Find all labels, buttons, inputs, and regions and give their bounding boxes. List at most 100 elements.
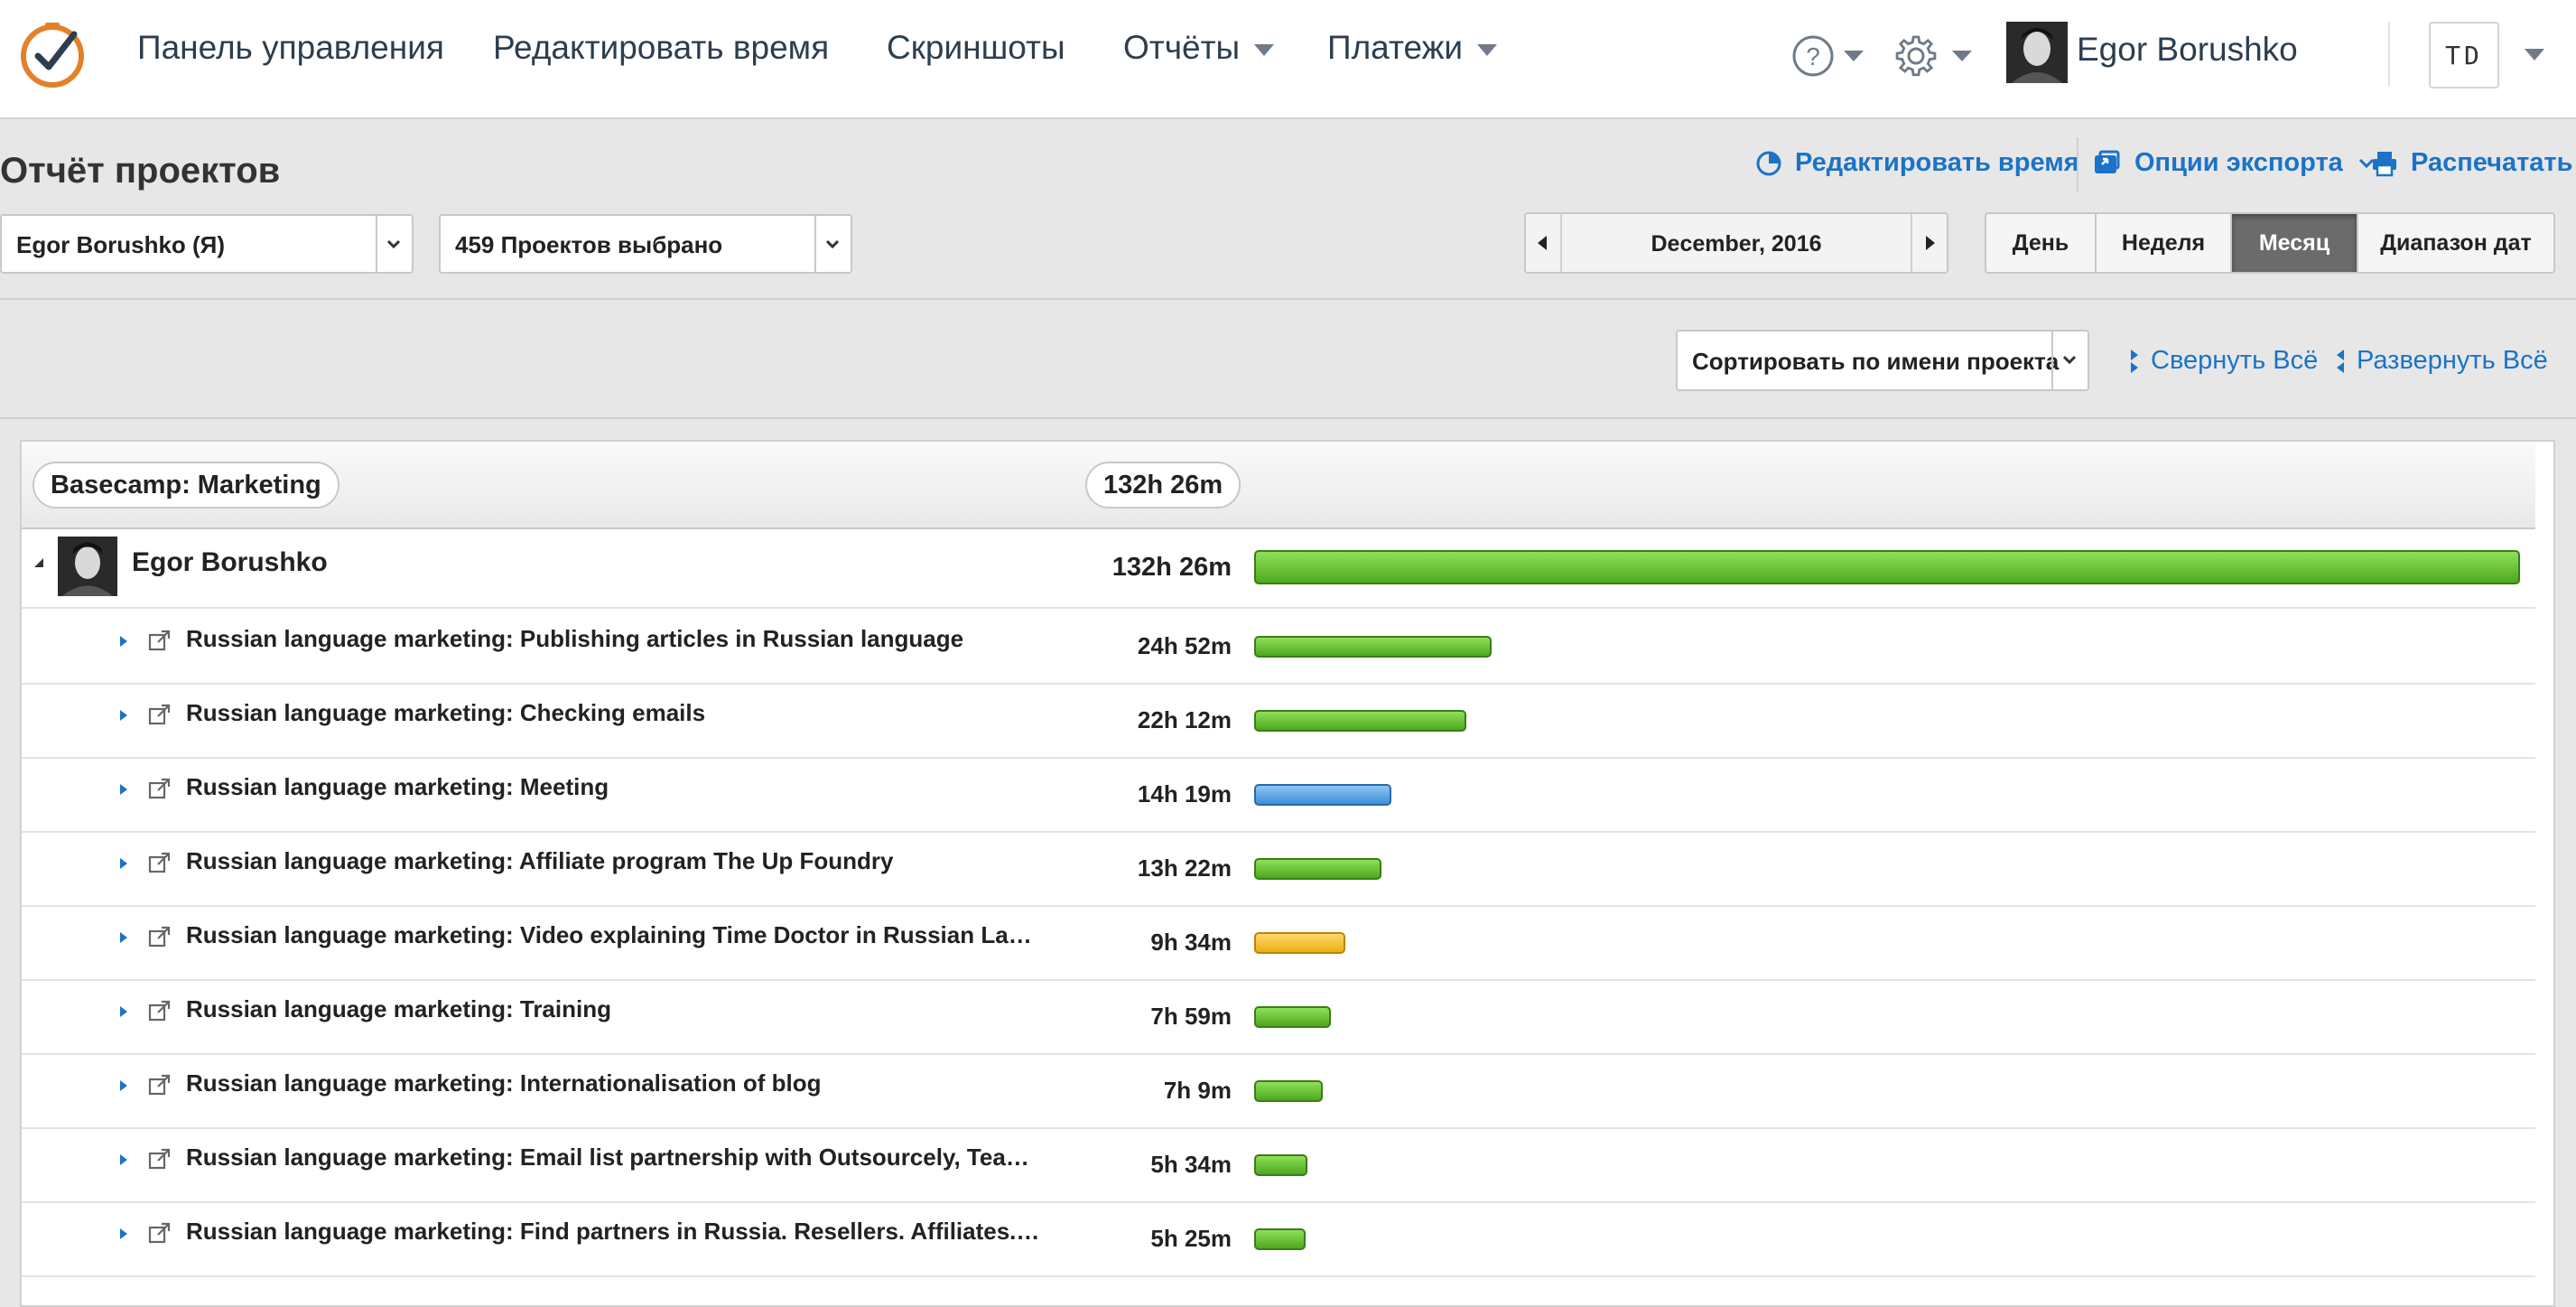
edit-time-link[interactable]: Редактировать время: [1755, 148, 2079, 178]
current-period: December, 2016: [1651, 231, 1822, 257]
collapse-triangle-icon[interactable]: [33, 556, 45, 569]
project-group-header: Basecamp: Marketing 132h 26m: [22, 442, 2535, 529]
task-name[interactable]: Russian language marketing: Publishing a…: [186, 625, 964, 652]
task-name[interactable]: Russian language marketing: Internationa…: [186, 1069, 822, 1097]
user-name[interactable]: Egor Borushko: [2077, 31, 2298, 68]
nav-edit-time[interactable]: Редактировать время: [493, 29, 830, 66]
user-select[interactable]: Egor Borushko (Я): [0, 214, 414, 274]
task-name[interactable]: Russian language marketing: Checking ema…: [186, 699, 706, 726]
user-select-value: Egor Borushko (Я): [16, 231, 226, 258]
user-avatar[interactable]: [2006, 22, 2068, 83]
help-icon: ?: [1792, 35, 1864, 77]
user-summary-row: Egor Borushko 132h 26m: [22, 527, 2535, 609]
nav-reports[interactable]: Отчёты: [1123, 29, 1275, 67]
print-label: Распечатать: [2411, 148, 2573, 177]
external-link-icon[interactable]: [148, 703, 172, 726]
expand-triangle-icon[interactable]: [118, 856, 129, 871]
user-avatar: [58, 537, 117, 596]
chevron-down-icon[interactable]: [2525, 49, 2544, 61]
task-duration: 24h 52m: [1137, 632, 1232, 659]
divider: [2077, 137, 2078, 191]
expand-triangle-icon[interactable]: [118, 782, 129, 797]
previous-period-button[interactable]: [1526, 214, 1562, 272]
page-title: Отчёт проектов: [0, 151, 281, 191]
nav-reports-label: Отчёты: [1123, 29, 1241, 66]
task-name[interactable]: Russian language marketing: Find partner…: [186, 1218, 1044, 1245]
svg-text:?: ?: [1806, 42, 1820, 70]
projects-select-toggle[interactable]: [814, 216, 851, 272]
chevron-down-icon: [2358, 159, 2374, 169]
expand-triangle-icon[interactable]: [118, 1227, 129, 1241]
external-link-icon[interactable]: [148, 851, 172, 874]
sort-select-toggle[interactable]: [2051, 331, 2088, 389]
edit-time-label: Редактировать время: [1795, 148, 2079, 177]
external-link-icon[interactable]: [148, 777, 172, 800]
task-row: Russian language marketing: Find partner…: [22, 1201, 2535, 1277]
task-row: Russian language marketing: Publishing a…: [22, 609, 2535, 685]
settings-menu[interactable]: [1892, 27, 1983, 85]
external-link-icon[interactable]: [148, 999, 172, 1022]
next-period-button[interactable]: [1911, 214, 1947, 272]
task-row: Russian language marketing: Video explai…: [22, 905, 2535, 981]
external-link-icon[interactable]: [148, 629, 172, 652]
task-time-bar: [1254, 636, 1492, 658]
user-select-toggle[interactable]: [376, 216, 412, 272]
projects-select-value: 459 Проектов выбрано: [455, 231, 723, 258]
task-time-bar: [1254, 784, 1391, 806]
expand-triangle-icon[interactable]: [118, 930, 129, 945]
external-link-icon[interactable]: [148, 1073, 172, 1097]
tab-month[interactable]: Месяц: [2232, 214, 2358, 272]
task-row: Russian language marketing: Affiliate pr…: [22, 831, 2535, 907]
task-name[interactable]: Russian language marketing: Meeting: [186, 773, 609, 800]
task-time-bar: [1254, 858, 1381, 880]
task-time-bar: [1254, 1154, 1307, 1176]
project-total-badge: 132h 26m: [1085, 462, 1242, 509]
external-link-icon[interactable]: [148, 925, 172, 948]
chevron-down-icon: [1477, 43, 1498, 56]
collapse-all-label: Свернуть Всё: [2151, 346, 2319, 375]
user-row-total: 132h 26m: [1111, 553, 1232, 582]
task-name[interactable]: Russian language marketing: Training: [186, 995, 611, 1022]
export-options-link[interactable]: Опции экспорта: [2093, 148, 2376, 178]
expand-triangle-icon[interactable]: [118, 1153, 129, 1167]
task-time-bar: [1254, 932, 1345, 954]
export-options-label: Опции экспорта: [2134, 148, 2343, 177]
sort-select[interactable]: Сортировать по имени проекта: [1676, 330, 2089, 391]
period-navigator: December, 2016: [1524, 212, 1948, 274]
expand-triangle-icon[interactable]: [118, 1004, 129, 1019]
nav-dashboard[interactable]: Панель управления: [137, 29, 444, 66]
external-link-icon[interactable]: [148, 1147, 172, 1171]
chevron-left-icon: [1538, 236, 1547, 250]
expand-triangle-icon[interactable]: [118, 634, 129, 649]
help-menu[interactable]: ?: [1788, 27, 1874, 85]
chevron-down-icon: [387, 239, 400, 249]
report-panel: Basecamp: Marketing 132h 26m Egor Borush…: [20, 440, 2555, 1307]
external-link-icon[interactable]: [148, 1221, 172, 1245]
time-doctor-logo-icon[interactable]: [18, 20, 87, 89]
expand-all-link[interactable]: Развернуть Всё: [2335, 346, 2548, 376]
collapse-all-link[interactable]: Свернуть Всё: [2129, 346, 2318, 376]
clock-pie-icon: [1756, 151, 1781, 176]
expand-triangle-icon[interactable]: [118, 708, 129, 723]
task-duration: 5h 25m: [1150, 1225, 1232, 1252]
divider: [2388, 22, 2390, 87]
expand-triangle-icon[interactable]: [118, 1078, 129, 1093]
nav-screenshots[interactable]: Скриншоты: [887, 29, 1065, 66]
top-navigation: Панель управления Редактировать время Ск…: [0, 0, 2576, 119]
tab-date-range[interactable]: Диапазон дат: [2380, 230, 2532, 256]
company-switcher[interactable]: TD: [2429, 22, 2499, 89]
range-tabs: День Неделя Месяц Диапазон дат: [1985, 212, 2555, 274]
task-time-bar: [1254, 1228, 1306, 1250]
tab-day[interactable]: День: [1986, 214, 2097, 272]
projects-select[interactable]: 459 Проектов выбрано: [439, 214, 852, 274]
tab-week[interactable]: Неделя: [2097, 214, 2232, 272]
task-name[interactable]: Russian language marketing: Affiliate pr…: [186, 847, 894, 874]
task-name[interactable]: Russian language marketing: Video explai…: [186, 921, 1044, 948]
print-link[interactable]: Распечатать: [2371, 148, 2572, 178]
gear-icon: [1895, 35, 1972, 77]
task-row: Russian language marketing: Internationa…: [22, 1053, 2535, 1129]
nav-payments[interactable]: Платежи: [1327, 29, 1498, 67]
task-name[interactable]: Russian language marketing: Email list p…: [186, 1144, 1044, 1171]
sort-select-value: Сортировать по имени проекта: [1692, 348, 2060, 375]
chevron-down-icon: [2063, 355, 2076, 365]
